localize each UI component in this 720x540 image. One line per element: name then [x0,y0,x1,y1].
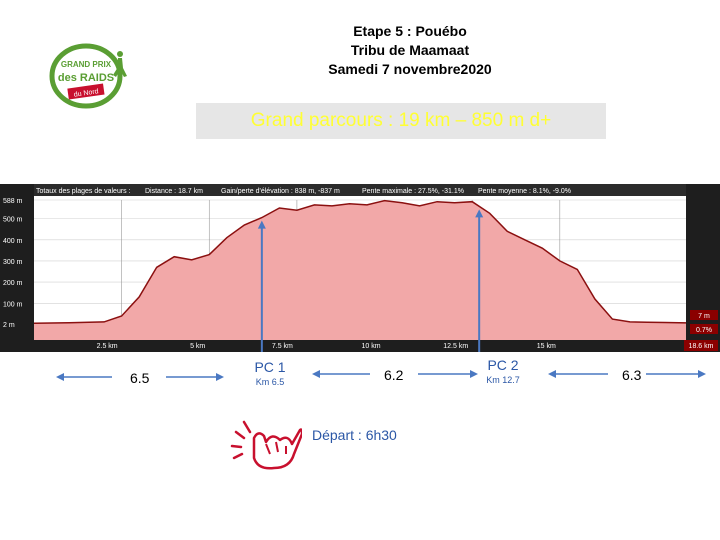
end-elevation-box [690,310,718,320]
checkpoint-1-marker-arrow [257,220,266,229]
leg1-distance: 6.5 [130,370,150,386]
y-tick-label-0: 588 m [3,198,23,205]
logo-text-3: du Nord [73,88,99,98]
end-slope-box [690,324,718,334]
stats-bar [34,184,686,196]
x-axis-panel [34,340,720,352]
stats-text-totals: Totaux des plages de valeurs : [36,188,131,195]
checkpoint-1-km: Km 6.5 [255,377,285,387]
y-tick-label-1: 500 m [3,217,23,224]
elevation-area [34,200,686,340]
stats-text-distance: Distance : 18.7 km [145,188,203,195]
end-slope-label: 0.7% [696,327,712,334]
logo-text-1: GRAND PRIX [61,60,112,69]
x-tick-label-5: 15 km [537,343,556,350]
checkpoint-2-km: Km 12.7 [486,375,520,385]
shaka-hand-icon [230,420,302,470]
checkpoint-2-name: PC 2 [487,357,519,373]
leg2-distance: 6.2 [384,367,404,383]
runner-icon [113,51,127,77]
stats-text-gain: Gain/perte d'élévation : 838 m, -837 m [221,188,340,195]
end-distance-box [684,340,718,351]
stage-location: Tribu de Maamaat [350,42,470,58]
elevation-profile-chart: Totaux des plages de valeurs : Distance … [0,184,720,352]
leg2-arrow [312,370,478,378]
stage-name: Etape 5 : Pouébo [353,23,467,39]
x-tick-label-3: 10 km [361,343,380,350]
stage-title: Etape 5 : Pouébo Tribu de Maamaat Samedi… [280,22,540,79]
start-time: Départ : 6h30 [312,427,397,443]
checkpoint-2: PC 2 Km 12.7 [478,357,528,385]
course-banner-text: Grand parcours : 19 km – 850 m d+ [250,110,552,131]
end-elevation-label: 7 m [698,313,710,320]
y-tick-label-3: 300 m [3,259,23,266]
event-logo: GRAND PRIX des RAIDS du Nord [49,43,127,109]
y-tick-label-6: 2 m [3,322,15,329]
course-banner: Grand parcours : 19 km – 850 m d+ [196,103,606,139]
checkpoint-2-marker-arrow [475,209,484,218]
elevation-line [33,199,687,324]
checkpoint-1: PC 1 Km 6.5 [248,359,292,387]
x-tick-label-2: 7.5 km [272,343,293,350]
y-tick-label-2: 400 m [3,238,23,245]
stats-text-max-slope: Pente maximale : 27.5%, -31.1% [362,188,464,195]
x-tick-label-0: 2.5 km [97,343,118,350]
leg1-arrow [56,373,224,381]
stats-text-avg-slope: Pente moyenne : 8.1%, -9.0% [478,188,571,195]
checkpoint-1-name: PC 1 [254,359,286,375]
y-tick-label-4: 200 m [3,280,23,287]
end-distance-label: 18.6 km [689,343,714,350]
y-axis-panel [0,184,34,352]
x-tick-label-1: 5 km [190,343,205,350]
leg3-distance: 6.3 [622,367,642,383]
y-tick-label-5: 100 m [3,301,23,308]
logo-text-2: des RAIDS [58,72,114,84]
stage-date: Samedi 7 novembre2020 [328,61,492,77]
x-tick-label-4: 12.5 km [443,343,468,350]
leg3-arrow [548,370,706,378]
